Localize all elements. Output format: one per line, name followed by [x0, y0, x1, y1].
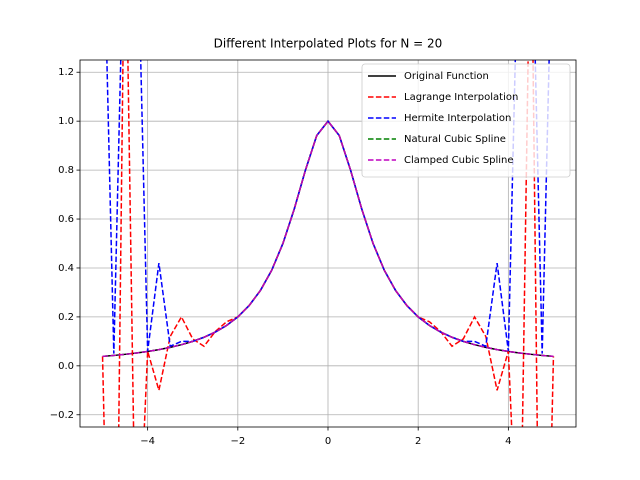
chart-title: Different Interpolated Plots for N = 20 — [214, 37, 443, 51]
axes-frame — [79, 59, 577, 428]
y-tick-label: 0.2 — [58, 312, 74, 323]
x-tick-label: 2 — [415, 436, 421, 447]
y-tick-label: 1.2 — [58, 67, 74, 78]
legend-label: Natural Cubic Spline — [404, 134, 506, 145]
legend: Original Function Lagrange Interpolation H… — [361, 63, 571, 178]
x-tick-label: 0 — [325, 436, 331, 447]
y-tick-label: 0.8 — [58, 165, 74, 176]
legend-label: Lagrange Interpolation — [404, 92, 518, 103]
y-tick-label: 0.4 — [58, 263, 74, 274]
legend-label: Clamped Cubic Spline — [404, 155, 514, 166]
y-tick-label: −0.2 — [50, 410, 74, 421]
plot-area — [101, 60, 555, 427]
x-tick-label: −4 — [140, 436, 155, 447]
x-tick-label: 4 — [505, 436, 511, 447]
y-tick-label: 0.6 — [58, 214, 74, 225]
series-line — [102, 119, 554, 358]
y-tick-label: 0.0 — [58, 361, 74, 372]
series-line — [106, 60, 550, 354]
legend-label: Hermite Interpolation — [404, 113, 511, 124]
legend-box — [361, 63, 571, 178]
legend-label: Original Function — [404, 71, 489, 82]
x-tick-label: −2 — [230, 436, 245, 447]
y-tick-label: 1.0 — [58, 116, 74, 127]
